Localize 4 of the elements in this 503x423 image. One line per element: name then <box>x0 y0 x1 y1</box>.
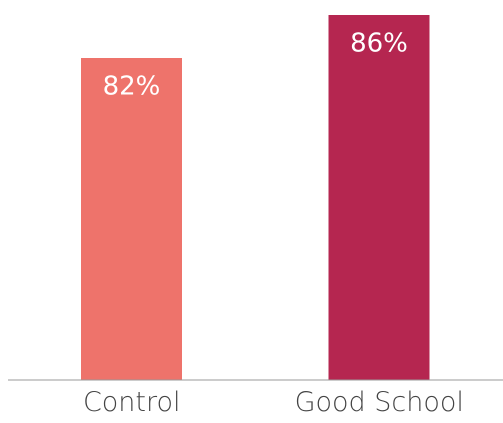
x-tick-label: Good School <box>294 387 464 418</box>
data-label: 86% <box>350 28 408 58</box>
x-tick-label: Control <box>82 387 181 418</box>
data-label: 82% <box>102 71 160 102</box>
